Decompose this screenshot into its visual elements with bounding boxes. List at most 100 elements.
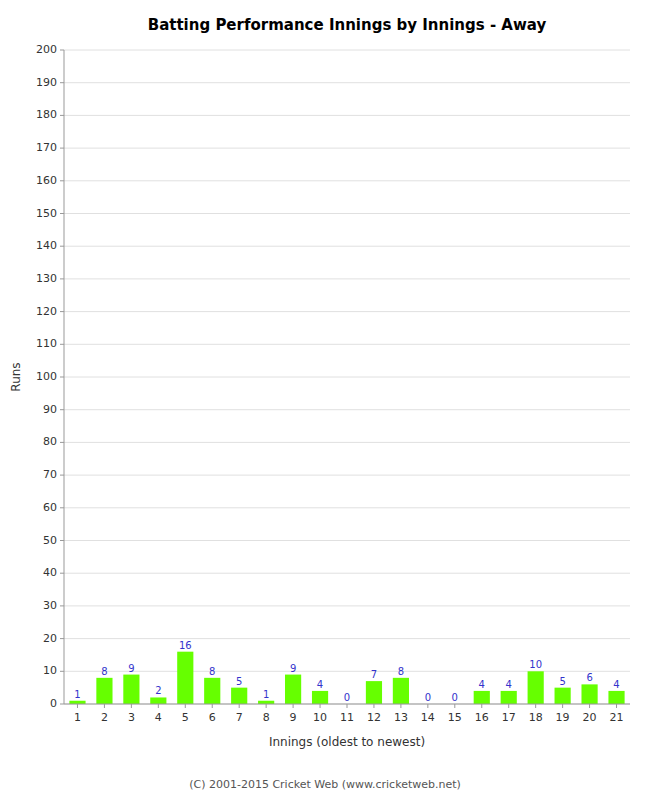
grid-line [64,377,630,378]
data-label: 10 [529,659,542,670]
x-tick-label: 16 [475,711,489,724]
x-tick [373,704,374,708]
y-axis-line [64,50,65,704]
data-label: 2 [155,685,161,696]
y-tick [60,475,64,476]
chart-svg: 0102030405060708090100110120130140150160… [0,0,650,800]
x-tick-label: 7 [236,711,243,724]
bar [555,688,571,704]
grid-line [64,507,630,508]
x-axis-title: Innings (oldest to newest) [269,735,425,749]
data-label: 8 [398,666,404,677]
y-tick [60,442,64,443]
y-tick-label: 160 [36,174,57,187]
grid-line [64,344,630,345]
x-tick-label: 11 [340,711,354,724]
bar [285,675,301,704]
data-label: 0 [344,692,350,703]
y-tick [60,573,64,574]
x-tick-label: 9 [290,711,297,724]
x-tick-label: 12 [367,711,381,724]
y-tick [60,82,64,83]
x-tick [77,704,78,708]
data-label: 4 [613,679,619,690]
grid-line [64,82,630,83]
grid-line [64,278,630,279]
x-tick [616,704,617,708]
x-tick [320,704,321,708]
x-tick-label: 17 [502,711,516,724]
data-label: 5 [559,676,565,687]
x-tick [400,704,401,708]
chart-title: Batting Performance Innings by Innings -… [148,16,547,34]
bar [528,671,544,704]
grid-line [64,540,630,541]
x-tick-label: 1 [74,711,81,724]
x-tick [185,704,186,708]
bar [393,678,409,704]
data-label: 1 [74,689,80,700]
x-tick-label: 6 [209,711,216,724]
grid-line [64,671,630,672]
grid-line [64,605,630,606]
x-tick-label: 3 [128,711,135,724]
bar [501,691,517,704]
y-tick [60,638,64,639]
y-tick [60,148,64,149]
y-tick-label: 110 [36,337,57,350]
chart-container: 0102030405060708090100110120130140150160… [0,0,650,800]
data-label: 6 [586,672,592,683]
y-tick-label: 100 [36,370,57,383]
y-tick [60,507,64,508]
x-tick-label: 10 [313,711,327,724]
grid-line [64,573,630,574]
bars [69,652,624,704]
x-tick [562,704,563,708]
y-tick-label: 20 [43,632,57,645]
x-tick-label: 13 [394,711,408,724]
grid-line [64,638,630,639]
x-tick [589,704,590,708]
grid-line [64,442,630,443]
x-tick [212,704,213,708]
x-tick [293,704,294,708]
x-tick-label: 5 [182,711,189,724]
x-tick-label: 2 [101,711,108,724]
x-tick [347,704,348,708]
grid-line [64,148,630,149]
bar [150,697,166,704]
grid-line [64,213,630,214]
bar [123,675,139,704]
data-label: 8 [101,666,107,677]
data-label: 1 [263,689,269,700]
x-tick [104,704,105,708]
y-tick-label: 150 [36,207,57,220]
data-label: 0 [452,692,458,703]
x-tick [427,704,428,708]
x-tick-label: 18 [529,711,543,724]
y-tick [60,115,64,116]
grid-line [64,50,630,51]
y-tick [60,344,64,345]
y-tick-label: 50 [43,534,57,547]
bar [581,684,597,704]
data-label: 9 [290,663,296,674]
x-tick [239,704,240,708]
y-grid [64,50,630,704]
x-tick [454,704,455,708]
data-label: 4 [479,679,485,690]
y-tick-label: 90 [43,403,57,416]
bar [177,652,193,704]
y-tick [60,278,64,279]
x-tick [481,704,482,708]
grid-line [64,115,630,116]
y-tick [60,671,64,672]
y-tick-label: 120 [36,305,57,318]
bar [474,691,490,704]
y-tick-label: 0 [50,697,57,710]
x-tick-label: 14 [421,711,435,724]
x-tick-label: 20 [583,711,597,724]
y-tick-label: 60 [43,501,57,514]
bar [366,681,382,704]
y-tick-label: 30 [43,599,57,612]
